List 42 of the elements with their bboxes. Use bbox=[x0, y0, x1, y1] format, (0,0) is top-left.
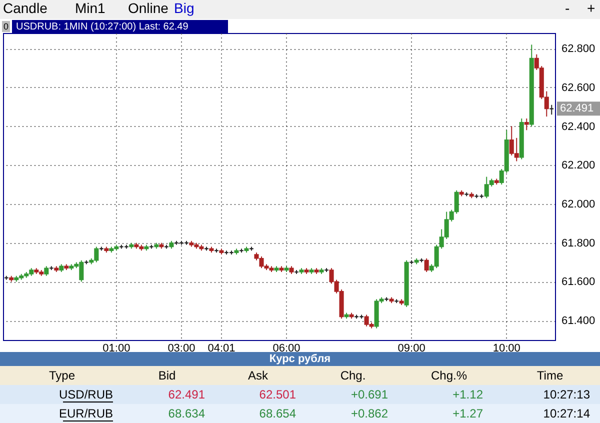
text: Type bbox=[48, 368, 76, 382]
text: 68.654 bbox=[259, 406, 296, 420]
text: Time bbox=[536, 368, 564, 382]
text: Bid bbox=[158, 368, 176, 382]
y-tick-label: 62.400 bbox=[562, 120, 596, 133]
text: Candle bbox=[3, 0, 48, 16]
x-tick-label: 01:00 bbox=[102, 342, 130, 354]
text: 10:27:14 bbox=[543, 406, 590, 420]
text: Min1 bbox=[75, 0, 106, 16]
y-tick-label: 61.800 bbox=[562, 237, 596, 250]
text: Chg. bbox=[340, 368, 366, 382]
y-tick-label: 61.400 bbox=[562, 315, 596, 328]
annotation: 62.491 bbox=[560, 102, 594, 115]
text: +0.691 bbox=[350, 388, 388, 402]
text: Ask bbox=[248, 368, 269, 382]
text: Online bbox=[128, 0, 169, 16]
x-tick-label: 04:01 bbox=[208, 342, 236, 354]
text: 68.634 bbox=[168, 406, 206, 420]
x-tick-label: 09:00 bbox=[398, 342, 426, 354]
text: Курс рубля bbox=[269, 353, 331, 365]
text: 62.491 bbox=[168, 388, 206, 402]
text: +0.862 bbox=[350, 406, 388, 420]
y-tick-label: 62.600 bbox=[562, 82, 596, 94]
text: 0 bbox=[3, 22, 9, 32]
x-tick-label: 10:00 bbox=[492, 342, 520, 354]
x-tick-label: 03:00 bbox=[168, 342, 196, 354]
text: 62.501 bbox=[259, 388, 296, 402]
text: Chg.% bbox=[430, 368, 468, 382]
text: EUR/RUB bbox=[58, 406, 113, 420]
text: 10:27:13 bbox=[543, 388, 590, 402]
y-tick-label: 62.200 bbox=[562, 160, 596, 172]
y-tick-label: 62.800 bbox=[562, 43, 596, 56]
text: Big bbox=[174, 0, 194, 16]
y-tick-label: 62.000 bbox=[562, 198, 596, 210]
text: +1.27 bbox=[452, 406, 484, 420]
text: + bbox=[587, 0, 596, 16]
text: USD/RUB bbox=[58, 388, 113, 402]
chart-title: USDRUB: 1MIN (10:27:00) Last: 62.49 bbox=[16, 22, 189, 32]
text: - bbox=[565, 0, 570, 16]
x-tick-label: 06:00 bbox=[272, 342, 300, 354]
y-tick-label: 61.600 bbox=[562, 276, 596, 288]
text: +1.12 bbox=[452, 388, 484, 402]
